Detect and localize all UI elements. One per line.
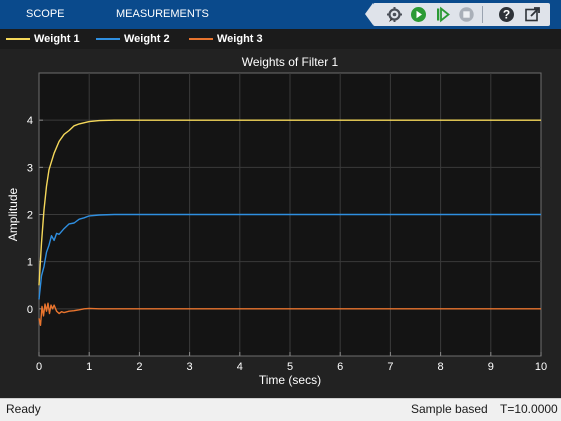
- legend-item-weight-2[interactable]: Weight 2: [96, 29, 170, 49]
- status-time: T=10.0000: [500, 402, 558, 416]
- legend-item-weight-3[interactable]: Weight 3: [189, 29, 263, 49]
- toolstrip: SCOPE MEASUREMENTS: [0, 0, 561, 29]
- x-tick-label: 5: [287, 361, 293, 373]
- y-tick-label: 0: [27, 304, 33, 316]
- y-tick-label: 2: [27, 210, 33, 222]
- settings-icon: [387, 7, 402, 22]
- x-tick-label: 1: [86, 361, 92, 373]
- tab-measurements[interactable]: MEASUREMENTS: [116, 8, 209, 20]
- x-tick-label: 3: [187, 361, 193, 373]
- undock-button[interactable]: [523, 5, 542, 24]
- run-icon: [411, 7, 426, 22]
- x-tick-label: 7: [387, 361, 393, 373]
- svg-text:?: ?: [503, 8, 510, 22]
- legend-line-weight-2: [96, 38, 120, 40]
- chart-title: Weights of Filter 1: [242, 55, 339, 69]
- run-button[interactable]: [409, 5, 428, 24]
- series-line-weight-1: [38, 119, 541, 286]
- scope-display: Weights of Filter 1 0 1 2 3 4 5 6 7 8 9 10 0 1 2 3 4 T…: [0, 49, 561, 398]
- series-line-weight-2: [38, 213, 541, 300]
- status-bar: Ready Sample based T=10.0000: [0, 398, 561, 421]
- y-ticks: 0 1 2 3 4: [27, 115, 43, 316]
- x-tick-label: 0: [36, 361, 42, 373]
- status-mode: Sample based: [411, 402, 488, 416]
- y-tick-label: 3: [27, 162, 33, 174]
- stop-button[interactable]: [457, 5, 476, 24]
- y-tick-label: 4: [27, 115, 33, 127]
- x-tick-label: 9: [488, 361, 494, 373]
- legend-label: Weight 2: [124, 33, 170, 45]
- stop-icon: [459, 7, 474, 22]
- settings-button[interactable]: [385, 5, 404, 24]
- x-ticks: 0 1 2 3 4 5 6 7 8 9 10: [36, 352, 547, 373]
- help-icon: ?: [499, 7, 514, 22]
- quick-access-notch: [365, 3, 373, 25]
- legend: Weight 1 Weight 2 Weight 3: [0, 29, 561, 49]
- legend-label: Weight 3: [217, 33, 263, 45]
- legend-line-weight-3: [189, 38, 213, 40]
- legend-line-weight-1: [6, 38, 30, 40]
- undock-icon: [525, 7, 540, 22]
- y-tick-label: 1: [27, 257, 33, 269]
- toolbar-separator: [482, 6, 483, 23]
- step-forward-button[interactable]: [433, 5, 452, 24]
- x-tick-label: 6: [337, 361, 343, 373]
- status-ready: Ready: [6, 402, 41, 416]
- legend-item-weight-1[interactable]: Weight 1: [6, 29, 80, 49]
- x-axis-label: Time (secs): [259, 373, 321, 387]
- x-tick-label: 8: [438, 361, 444, 373]
- series-line-weight-3: [38, 302, 541, 326]
- plot-axes[interactable]: Weights of Filter 1 0 1 2 3 4 5 6 7 8 9 10 0 1 2 3 4 T…: [0, 49, 561, 398]
- help-button[interactable]: ?: [497, 5, 516, 24]
- y-axis-label: Amplitude: [6, 188, 20, 242]
- tab-scope[interactable]: SCOPE: [26, 8, 65, 20]
- quick-access-toolbar: ?: [373, 3, 550, 26]
- series-lines: [38, 119, 541, 326]
- legend-label: Weight 1: [34, 33, 80, 45]
- x-tick-label: 2: [136, 361, 142, 373]
- step-forward-icon: [437, 6, 450, 23]
- x-tick-label: 10: [535, 361, 547, 373]
- x-tick-label: 4: [237, 361, 243, 373]
